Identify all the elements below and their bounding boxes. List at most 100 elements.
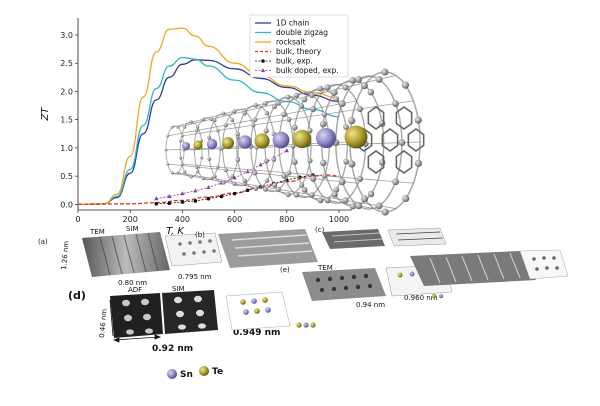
panel-b-fringes xyxy=(231,234,313,257)
carbon-atom xyxy=(170,125,174,129)
series-point xyxy=(154,201,159,206)
panel-d-adf-spots xyxy=(122,298,153,335)
te-swatch xyxy=(199,366,209,376)
panel-c-right-lines xyxy=(395,231,444,241)
carbon-atom xyxy=(349,202,357,210)
tube-bond xyxy=(167,163,357,184)
carbon-atom xyxy=(309,105,317,113)
legend-label: rocksalt xyxy=(276,38,306,47)
legend-marker xyxy=(261,59,265,63)
panel-d-sim-image xyxy=(162,290,218,334)
tube-bond xyxy=(172,172,375,209)
series-line xyxy=(77,27,339,206)
tube-bond xyxy=(172,75,375,128)
carbon-atom xyxy=(263,186,268,192)
panel-d-atom-strip xyxy=(225,291,316,331)
carbon-atom xyxy=(183,125,187,129)
panel-d-sim-title: SIM xyxy=(172,285,185,293)
carbon-atom xyxy=(242,178,247,184)
carbon-atom xyxy=(170,171,174,175)
x-tick-label: 800 xyxy=(279,215,294,224)
series-point xyxy=(206,196,211,201)
y-tick-label: 1.5 xyxy=(60,116,73,125)
carbon-atom xyxy=(375,202,383,210)
carbon-atom xyxy=(360,81,368,90)
legend-label: double zigzag xyxy=(276,28,328,37)
carbon-atom xyxy=(301,96,308,103)
carbon-atom xyxy=(333,96,340,103)
carbon-atom xyxy=(252,170,258,176)
tube-bond xyxy=(182,100,414,137)
panel-d-label: (d) xyxy=(68,289,86,302)
carbon-atom xyxy=(189,175,193,179)
panel-e-far-atoms xyxy=(532,256,559,271)
panel-a-scale-right: 0.795 nm xyxy=(178,273,212,281)
carbon-atom xyxy=(235,157,240,163)
sn-atom xyxy=(238,135,252,149)
carbon-atom xyxy=(201,176,206,181)
panel-b-label: (b) xyxy=(195,231,205,239)
carbon-atom xyxy=(290,143,296,149)
carbon-atom xyxy=(401,81,410,89)
tube-end-hex xyxy=(367,150,385,174)
carbon-atom xyxy=(307,127,313,134)
y-tick-label: 3.0 xyxy=(60,31,73,40)
carbon-atom xyxy=(183,170,187,174)
carbon-atom xyxy=(223,123,228,128)
series-point xyxy=(167,201,172,206)
carbon-atom xyxy=(166,162,170,166)
carbon-atom xyxy=(331,89,338,96)
carbon-atom xyxy=(317,85,324,92)
carbon-atom xyxy=(221,180,226,185)
sn-atom xyxy=(206,138,218,150)
carbon-atom xyxy=(281,173,287,179)
carbon-atom xyxy=(216,128,220,133)
panel-a-sim-strip xyxy=(164,232,223,267)
carbon-atom xyxy=(221,111,226,116)
x-tick-label: 1000 xyxy=(329,215,349,224)
carbon-atom xyxy=(293,192,300,198)
panel-d-sim-spots xyxy=(174,295,206,330)
carbon-atom xyxy=(195,165,199,169)
te-atom xyxy=(344,125,368,149)
carbon-atom xyxy=(285,191,291,198)
tube-end-hex xyxy=(395,106,413,130)
carbon-atom xyxy=(349,77,356,84)
carbon-atom xyxy=(207,157,212,161)
carbon-atom xyxy=(414,159,422,167)
tube-end-hex xyxy=(367,106,385,130)
carbon-atom xyxy=(286,170,292,176)
carbon-atom xyxy=(285,94,291,100)
series-point xyxy=(232,191,237,196)
carbon-atom xyxy=(176,125,180,129)
carbon-atom xyxy=(164,148,168,152)
series-point xyxy=(193,199,198,203)
panel-a-scale-left: 0.80 nm xyxy=(118,279,147,287)
sn-atom xyxy=(272,131,290,149)
tube-end-hex xyxy=(407,128,425,152)
te-atom xyxy=(193,140,203,150)
tube-bond xyxy=(182,163,414,184)
carbon-atom xyxy=(253,186,259,191)
carbon-atom xyxy=(271,157,277,162)
series-point xyxy=(284,148,289,153)
carbon-atom xyxy=(293,92,300,99)
carbon-atom xyxy=(355,202,363,210)
carbon-atom xyxy=(331,191,338,198)
carbon-atom xyxy=(348,160,356,168)
carbon-atom xyxy=(223,167,228,173)
carbon-atom xyxy=(251,123,256,128)
carbon-atom xyxy=(180,162,184,166)
carbon-atom xyxy=(253,102,258,108)
carbon-atom xyxy=(360,195,369,203)
carbon-atom xyxy=(367,190,375,198)
carbon-atom xyxy=(319,120,327,128)
carbon-atom xyxy=(207,135,212,140)
tube-end-hex xyxy=(381,128,399,152)
y-tick-label: 1.0 xyxy=(60,144,73,153)
carbon-atom xyxy=(179,156,183,160)
carbon-atom xyxy=(201,117,206,121)
y-tick-label: 0.0 xyxy=(60,200,73,209)
sn-atom xyxy=(316,128,336,148)
carbon-atom xyxy=(166,134,170,138)
